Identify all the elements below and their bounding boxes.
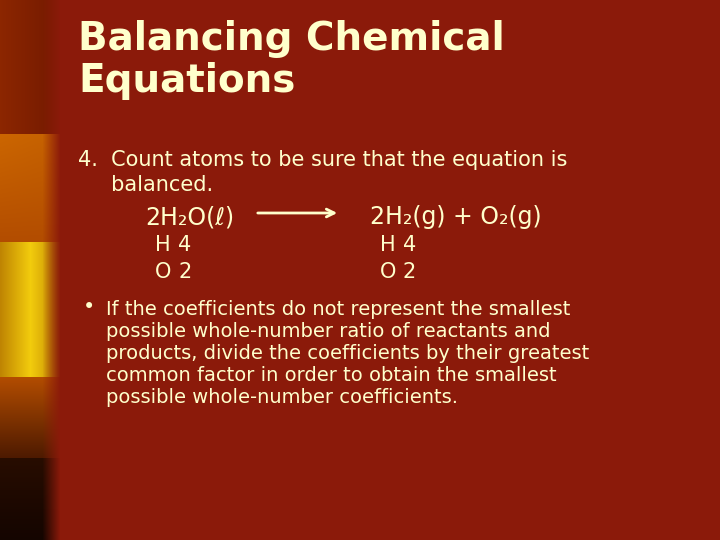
Text: possible whole-number ratio of reactants and: possible whole-number ratio of reactants…	[106, 322, 551, 341]
Text: 4: 4	[403, 235, 416, 255]
Text: 4: 4	[178, 235, 192, 255]
Text: common factor in order to obtain the smallest: common factor in order to obtain the sma…	[106, 366, 557, 385]
Text: O: O	[380, 262, 397, 282]
Text: possible whole-number coefficients.: possible whole-number coefficients.	[106, 388, 458, 407]
Text: 2: 2	[403, 262, 416, 282]
Text: H: H	[380, 235, 395, 255]
Text: If the coefficients do not represent the smallest: If the coefficients do not represent the…	[106, 300, 570, 319]
Text: 2H₂O(ℓ): 2H₂O(ℓ)	[145, 205, 234, 229]
Text: products, divide the coefficients by their greatest: products, divide the coefficients by the…	[106, 344, 589, 363]
Text: H: H	[155, 235, 171, 255]
Text: 2: 2	[178, 262, 192, 282]
Text: 2H₂(g) + O₂(g): 2H₂(g) + O₂(g)	[370, 205, 541, 229]
Text: 4.  Count atoms to be sure that the equation is: 4. Count atoms to be sure that the equat…	[78, 150, 567, 170]
Text: balanced.: balanced.	[78, 175, 213, 195]
Text: Balancing Chemical
Equations: Balancing Chemical Equations	[78, 20, 505, 100]
FancyArrowPatch shape	[258, 209, 334, 217]
Text: •: •	[83, 297, 95, 317]
Text: O: O	[155, 262, 171, 282]
